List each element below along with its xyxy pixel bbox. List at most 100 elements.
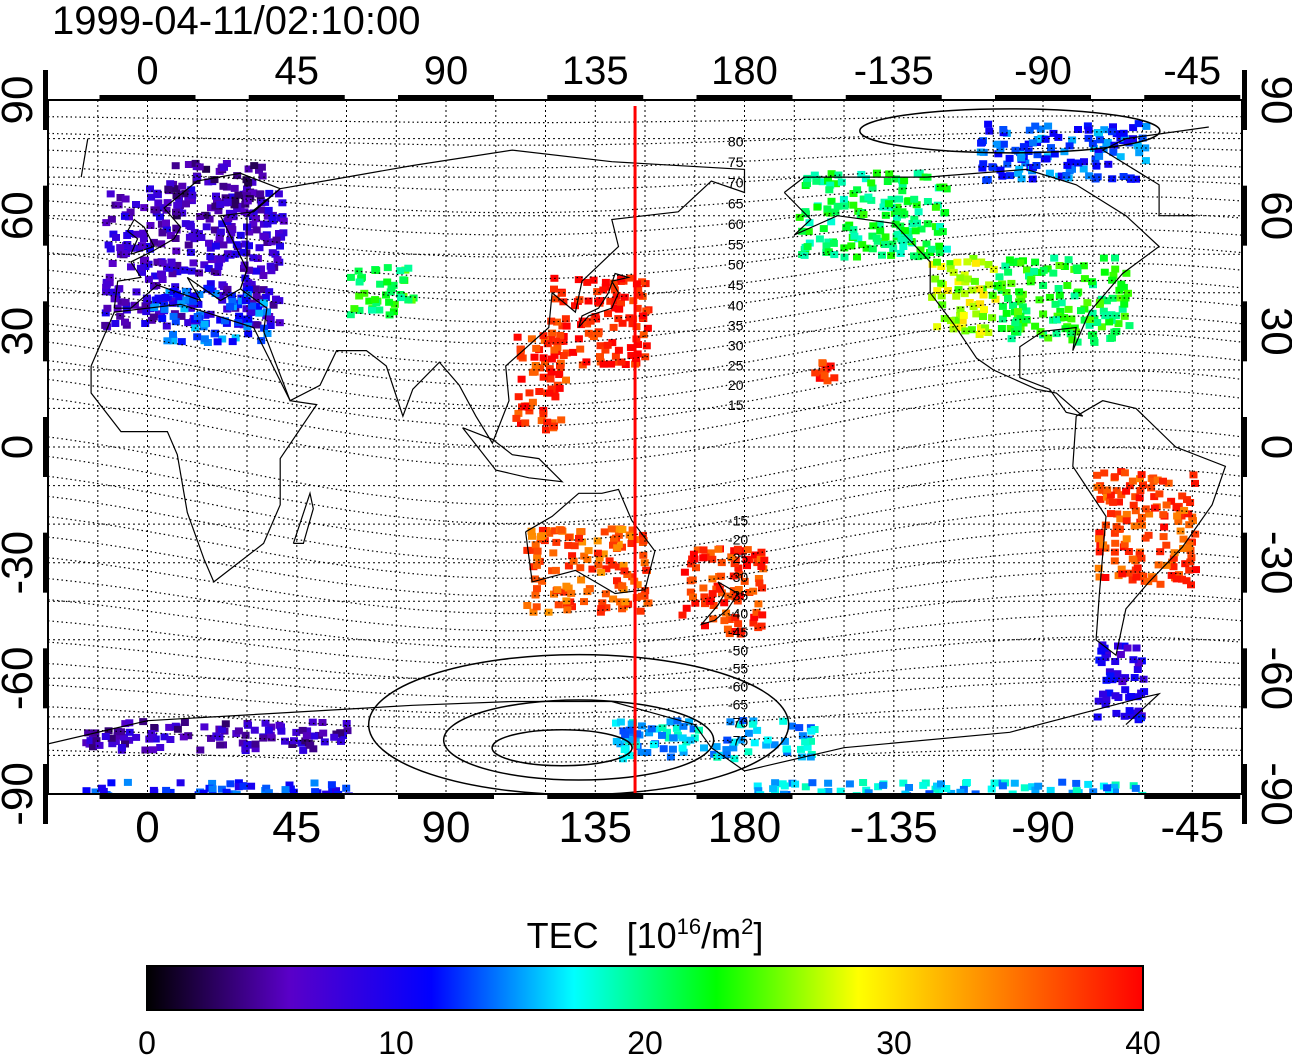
tec-cell — [1088, 139, 1097, 147]
tec-cell — [689, 593, 697, 601]
tec-cell — [122, 306, 131, 314]
tec-cell — [1112, 523, 1121, 531]
tec-cell — [941, 209, 950, 216]
tec-cell — [261, 293, 270, 301]
tec-cell — [864, 789, 873, 794]
tec-cell — [752, 608, 761, 616]
tec-cell — [1154, 561, 1163, 569]
tec-cell — [1117, 491, 1126, 499]
tec-cell — [220, 163, 228, 171]
right-tick-bar — [1242, 532, 1247, 593]
tec-cell — [116, 312, 125, 320]
tec-cell — [382, 291, 390, 299]
tec-cell — [195, 163, 204, 171]
tec-cell — [1118, 570, 1127, 578]
tec-cell — [917, 225, 926, 233]
tec-cell — [162, 322, 171, 330]
tec-cell — [946, 265, 955, 273]
tec-cell — [516, 352, 525, 360]
tec-cell — [532, 344, 541, 352]
tec-cell — [977, 328, 986, 336]
bottom-tick-bar — [696, 794, 793, 799]
coastline-antarctica — [48, 692, 1162, 772]
tec-cell — [583, 278, 592, 286]
tec-cell — [647, 725, 656, 733]
tec-cell — [754, 575, 763, 582]
mlat-contour — [48, 388, 1242, 467]
tec-cell — [1118, 305, 1127, 313]
tec-cell — [1099, 254, 1108, 262]
tec-cell — [1099, 690, 1107, 698]
tec-cell — [614, 346, 623, 354]
tec-cell — [217, 785, 226, 793]
tec-cell — [791, 780, 800, 788]
tec-cell — [1031, 258, 1040, 266]
tec-cell — [1072, 787, 1081, 794]
tec-cell — [547, 355, 556, 363]
tec-cell — [1016, 259, 1025, 267]
tec-cell — [1138, 791, 1147, 794]
tec-cell — [190, 228, 199, 236]
tec-cell — [602, 565, 611, 573]
tec-cell — [292, 728, 301, 736]
tec-cell — [823, 209, 832, 217]
tec-cell — [610, 279, 618, 287]
tec-cell — [1136, 475, 1144, 483]
tec-cell — [956, 788, 965, 794]
left-tick-bar — [43, 301, 48, 362]
tec-cell — [617, 299, 625, 307]
tec-cell — [1086, 316, 1094, 323]
tec-cell — [1110, 141, 1119, 149]
tec-cell — [893, 203, 902, 211]
tec-cell — [92, 737, 101, 745]
tec-cell — [182, 200, 190, 208]
tec-cell — [639, 537, 648, 545]
tec-cell — [193, 173, 202, 181]
tec-cell — [163, 199, 172, 207]
tec-cell — [1068, 165, 1076, 173]
tec-cell — [1131, 507, 1140, 515]
tec-cell — [593, 537, 602, 545]
tec-cell — [250, 162, 259, 170]
tec-cell — [1049, 129, 1058, 137]
tec-cell — [354, 267, 363, 275]
tec-cell — [1006, 172, 1015, 180]
tec-cell — [914, 208, 923, 216]
tec-cell — [607, 525, 616, 533]
tec-cell — [563, 606, 572, 614]
tec-cell — [742, 555, 751, 563]
tec-cell — [1134, 120, 1143, 128]
tec-cell — [546, 375, 555, 383]
tec-cell — [1049, 269, 1058, 277]
tec-cell — [633, 730, 642, 738]
tec-cell — [1102, 676, 1111, 684]
tec-cell — [203, 339, 212, 346]
tec-cell — [840, 253, 849, 261]
contour-labels: 80 75 70 65 60 55 50 45 40 35 30 25 20 15 -15 -20 -25 -30… — [728, 133, 748, 748]
tec-cell — [834, 171, 843, 179]
tec-cell — [127, 244, 136, 252]
tec-cell — [108, 288, 117, 296]
tec-cell — [251, 740, 260, 748]
bottom-lon-label: 45 — [272, 803, 321, 852]
tec-cell — [121, 250, 130, 257]
tec-cell — [102, 280, 111, 288]
tec-cell — [800, 251, 809, 259]
tec-cell — [699, 554, 708, 562]
tec-cell — [916, 246, 925, 254]
tec-cell — [266, 262, 275, 270]
tec-cell — [190, 292, 199, 300]
tec-cell — [1105, 668, 1114, 676]
tec-cell — [911, 227, 920, 235]
tec-cell — [257, 199, 266, 207]
tec-cell — [922, 240, 931, 248]
tec-cell — [1119, 129, 1128, 137]
tec-cell — [715, 585, 724, 593]
tec-cell — [985, 281, 994, 289]
tec-cell — [552, 337, 560, 345]
tec-cell — [1108, 334, 1116, 342]
tec-cell — [744, 729, 753, 737]
tec-cell — [1104, 160, 1113, 168]
contour-label: 50 — [728, 257, 744, 273]
tec-cell — [600, 528, 609, 536]
